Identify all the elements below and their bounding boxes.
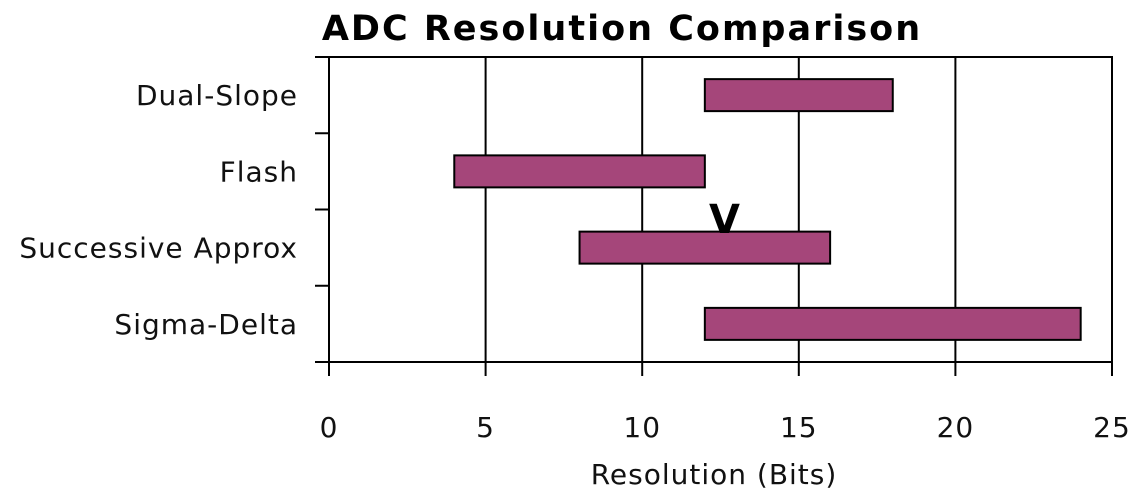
x-ticks: 0 5 10 15 20 25 [320,362,1131,444]
x-tick-label-5: 5 [476,411,495,444]
x-tick-label-15: 15 [780,411,818,444]
annotation-marker: V [709,197,740,243]
category-label-sigma-delta: Sigma-Delta [114,308,298,341]
chart-title: ADC Resolution Comparison [322,9,922,49]
category-label-dual-slope: Dual-Slope [136,79,298,112]
x-tick-label-25: 25 [1093,411,1131,444]
x-tick-label-10: 10 [623,411,661,444]
x-axis-label: Resolution (Bits) [591,458,838,491]
bar-sigma-delta [703,306,1082,341]
bar-successive-approx [578,230,832,265]
bars [453,78,1082,341]
category-label-successive-approx: Successive Approx [19,232,298,265]
plot-frame [315,56,1113,363]
x-tick-label-0: 0 [320,411,339,444]
category-labels: Dual-Slope Flash Successive Approx Sigma-De… [19,79,298,341]
bar-dual-slope [703,78,894,113]
x-tick-label-20: 20 [937,411,975,444]
bar-flash [453,154,706,189]
category-label-flash: Flash [220,155,298,188]
